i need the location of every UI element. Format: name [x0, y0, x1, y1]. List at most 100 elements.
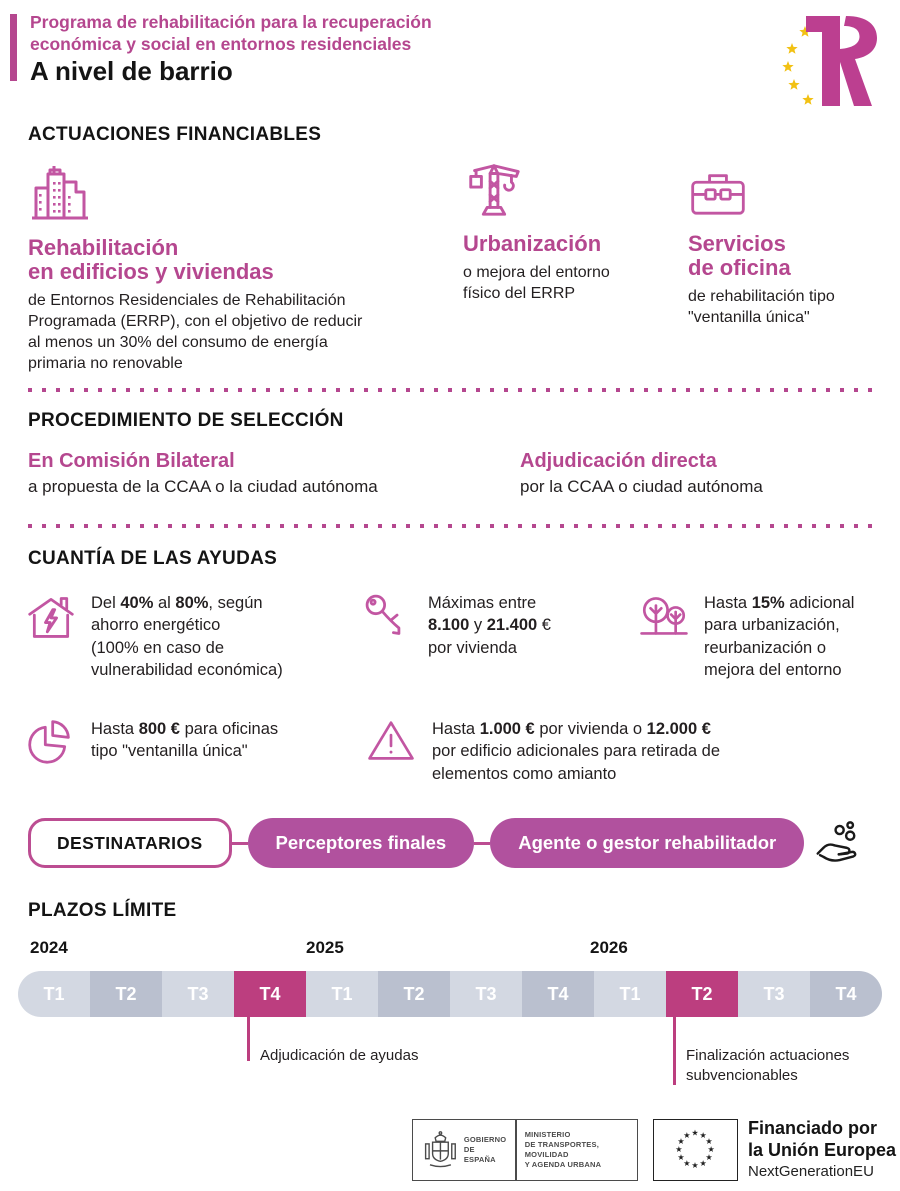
dotted-separator	[28, 524, 880, 528]
pie-chart-icon	[25, 718, 77, 766]
pill-connector	[231, 841, 248, 845]
section-heading-cuantia: CUANTÍA DE LAS AYUDAS	[28, 548, 278, 569]
header-accent-bar	[10, 14, 17, 81]
timeline-segment: T2	[666, 971, 738, 1017]
pill-connector	[474, 841, 491, 845]
aid-item-urbanizacion: Hasta 15% adicional para urbanización, r…	[638, 592, 888, 681]
gobierno-block: GOBIERNO DE ESPAÑA	[413, 1120, 515, 1180]
year-label: 2025	[306, 938, 344, 957]
aid-item-oficinas: Hasta 800 € para oficinas tipo "ventanil…	[25, 718, 355, 766]
actuacion-title: Urbanización	[463, 231, 602, 256]
recovery-plan-tr-icon	[782, 16, 877, 106]
timeline-segment: T4	[522, 971, 594, 1017]
procedimiento-title: Adjudicación directa	[520, 450, 717, 472]
logo-stars-icon	[782, 26, 814, 105]
actuacion-title: Rehabilitación en edificios y viviendas	[28, 235, 274, 284]
svg-text:★: ★	[699, 1158, 706, 1168]
ministerio-label: MINISTERIO DE TRANSPORTES, MOVILIDAD Y A…	[524, 1129, 602, 1170]
warning-icon	[366, 718, 418, 763]
aid-text: Hasta 800 € para oficinas tipo "ventanil…	[91, 720, 279, 761]
year-label: 2026	[590, 938, 628, 957]
timeline-years: 2024 2025 2026	[0, 938, 900, 960]
briefcase-icon	[688, 170, 883, 220]
aid-item-amianto: Hasta 1.000 € por vivienda o 12.000 € po…	[366, 718, 836, 785]
page-title-line2: económica y social en entornos residenci…	[30, 33, 412, 54]
recovery-plan-logo	[776, 12, 886, 110]
svg-text:★: ★	[691, 1160, 698, 1170]
svg-text:★: ★	[708, 1144, 715, 1154]
dotted-separator	[28, 388, 880, 392]
section-heading-plazos: PLAZOS LÍMITE	[28, 900, 177, 921]
page-title: Programa de rehabilitación para la recup…	[30, 12, 432, 56]
timeline-segment: T3	[162, 971, 234, 1017]
annotation-adjudicacion: Adjudicación de ayudas	[260, 1047, 419, 1064]
timeline-segment: T1	[306, 971, 378, 1017]
timeline-segment: T3	[450, 971, 522, 1017]
procedimiento-body: por la CCAA o ciudad autónoma	[520, 477, 763, 496]
page-subtitle: A nivel de barrio	[30, 56, 233, 86]
aid-text: Máximas entre 8.100 y 21.400 € por vivie…	[428, 594, 551, 657]
procedimiento-title: En Comisión Bilateral	[28, 450, 235, 472]
destinatario-pill-agente: Agente o gestor rehabilitador	[490, 818, 805, 868]
procedimiento-adjudicacion: Adjudicación directa por la CCAA o ciuda…	[520, 450, 880, 497]
svg-text:★: ★	[677, 1136, 684, 1146]
gobierno-label: GOBIERNO DE ESPAÑA	[463, 1134, 507, 1165]
timeline-segment: T4	[234, 971, 306, 1017]
house-energy-icon	[25, 592, 77, 642]
aid-item-maximas: Máximas entre 8.100 y 21.400 € por vivie…	[362, 592, 612, 659]
aid-item-porcentaje: Del 40% al 80%, según ahorro energético …	[25, 592, 345, 681]
annotation-finalizacion: Finalización actuaciones subvencionables	[686, 1047, 850, 1084]
svg-text:★: ★	[705, 1136, 712, 1146]
actuacion-urbanizacion: Urbanización o mejora del entorno físico…	[463, 158, 663, 304]
timeline-segment: T2	[90, 971, 162, 1017]
procedimiento-comision: En Comisión Bilateral a propuesta de la …	[28, 450, 498, 497]
timeline-bar: T1 T2 T3 T4 T1 T2 T3 T4 T1 T2 T3 T4	[18, 971, 882, 1017]
timeline-segment: T1	[594, 971, 666, 1017]
year-label: 2024	[30, 938, 68, 957]
buildings-icon	[28, 162, 418, 224]
aid-text: Hasta 15% adicional para urbanización, r…	[704, 594, 855, 679]
gobierno-espana-logo: GOBIERNO DE ESPAÑA MINISTERIO DE TRANSPO…	[412, 1119, 638, 1181]
financiado-line1: Financiado por	[748, 1118, 878, 1138]
timeline-segment: T4	[810, 971, 882, 1017]
procedimiento-body: a propuesta de la CCAA o la ciudad autón…	[28, 477, 378, 496]
actuacion-body: de rehabilitación tipo "ventanilla única…	[688, 287, 835, 326]
page-title-line1: Programa de rehabilitación para la recup…	[30, 12, 432, 32]
next-generation-label: NextGenerationEU	[748, 1163, 874, 1181]
section-heading-actuaciones: ACTUACIONES FINANCIABLES	[28, 124, 322, 145]
destinatarios-label-pill: DESTINATARIOS	[28, 818, 232, 868]
actuacion-body: o mejora del entorno físico del ERRP	[463, 263, 610, 302]
eu-funding-text: Financiado por la Unión Europea NextGene…	[748, 1118, 896, 1181]
hand-giving-icon	[812, 817, 864, 869]
timeline-segment: T3	[738, 971, 810, 1017]
key-icon	[362, 592, 414, 640]
actuacion-servicios: Servicios de oficina de rehabilitación t…	[688, 170, 883, 328]
annotation-line	[247, 1017, 250, 1061]
section-heading-procedimiento: PROCEDIMIENTO DE SELECCIÓN	[28, 410, 344, 431]
destinatario-pill-perceptores: Perceptores finales	[247, 818, 475, 868]
svg-text:★: ★	[677, 1152, 684, 1162]
svg-text:★: ★	[699, 1130, 706, 1140]
destinatarios-row: DESTINATARIOS Perceptores finales Agente…	[28, 818, 888, 868]
eu-stars-icon: ★★★ ★★★ ★★★ ★ ★★	[675, 1128, 715, 1170]
crane-icon	[463, 158, 663, 220]
annotation-line	[673, 1017, 676, 1085]
trees-icon	[638, 592, 690, 639]
timeline-segment: T1	[18, 971, 90, 1017]
spain-coat-of-arms-icon	[424, 1131, 456, 1168]
aid-text: Hasta 1.000 € por vivienda o 12.000 € po…	[432, 720, 721, 783]
actuacion-rehabilitacion: Rehabilitación en edificios y viviendas …	[28, 162, 418, 374]
financiado-line2: la Unión Europea	[748, 1139, 897, 1160]
actuacion-title: Servicios de oficina	[688, 231, 791, 280]
svg-text:★: ★	[705, 1152, 712, 1162]
timeline-segment: T2	[378, 971, 450, 1017]
actuacion-body: de Entornos Residenciales de Rehabilitac…	[28, 291, 363, 372]
svg-text:★: ★	[683, 1158, 690, 1168]
svg-text:★: ★	[675, 1144, 682, 1154]
svg-text:★: ★	[683, 1130, 690, 1140]
logo-divider	[515, 1120, 517, 1180]
eu-flag-logo: ★ ★ ★ ★ ★ ★ ★ ★ ★ ★ ★ ★	[653, 1119, 738, 1181]
svg-text:★: ★	[691, 1128, 698, 1138]
aid-text: Del 40% al 80%, según ahorro energético …	[91, 594, 283, 679]
